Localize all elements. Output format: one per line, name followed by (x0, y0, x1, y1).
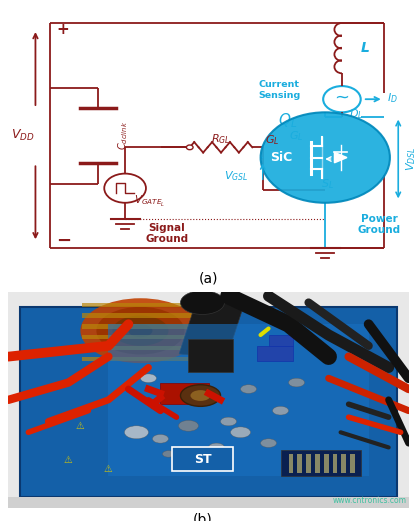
Circle shape (186, 145, 193, 150)
Text: L: L (360, 41, 369, 55)
Text: $I_D$: $I_D$ (387, 91, 398, 105)
Bar (83, 335, 198, 339)
Text: (a): (a) (199, 271, 218, 286)
Bar (83, 346, 198, 350)
Bar (256, 346, 293, 361)
Bar (324, 454, 329, 474)
Circle shape (124, 426, 148, 439)
Bar (179, 294, 246, 358)
Bar (83, 303, 198, 307)
Bar (173, 448, 233, 471)
Circle shape (261, 439, 276, 448)
Circle shape (128, 324, 153, 337)
Circle shape (208, 443, 224, 452)
Text: $V_{DD}$: $V_{DD}$ (11, 128, 35, 143)
Bar (315, 454, 320, 474)
Bar (306, 454, 311, 474)
Bar (83, 357, 198, 361)
Text: $G_L$: $G_L$ (289, 129, 303, 143)
Text: $S_L$: $S_L$ (321, 177, 334, 191)
Text: ST: ST (193, 453, 211, 466)
Bar (269, 335, 293, 346)
Circle shape (221, 417, 236, 426)
Text: ~: ~ (334, 89, 349, 107)
Text: Power
Ground: Power Ground (358, 214, 401, 235)
Bar (20, 307, 397, 497)
Bar (281, 450, 361, 476)
Bar (333, 454, 337, 474)
Circle shape (181, 291, 224, 315)
Circle shape (181, 384, 221, 406)
Text: $V_{DSL}$: $V_{DSL}$ (404, 147, 417, 171)
Circle shape (153, 435, 168, 443)
Text: ⚠: ⚠ (64, 455, 73, 465)
Circle shape (261, 113, 390, 203)
Circle shape (191, 390, 211, 401)
Bar (297, 454, 302, 474)
Text: SiC: SiC (270, 151, 293, 164)
Bar (188, 339, 233, 372)
Text: $V_{GATE_L}$: $V_{GATE_L}$ (135, 194, 166, 209)
Text: $C_{dclink}$: $C_{dclink}$ (116, 121, 130, 150)
Circle shape (178, 420, 198, 431)
Circle shape (231, 427, 251, 438)
Circle shape (163, 451, 174, 457)
Circle shape (273, 406, 289, 415)
Circle shape (141, 374, 156, 382)
Circle shape (113, 316, 168, 346)
Text: −: − (56, 232, 71, 250)
Bar (8, 497, 409, 508)
Circle shape (241, 384, 256, 393)
Text: $G_L$: $G_L$ (265, 133, 279, 147)
Polygon shape (334, 152, 347, 163)
Text: $Q_L$: $Q_L$ (278, 111, 297, 130)
Text: $D_L$: $D_L$ (349, 107, 364, 121)
Circle shape (96, 307, 184, 354)
Circle shape (289, 378, 304, 387)
Bar (83, 324, 198, 329)
Text: ⚠: ⚠ (104, 464, 113, 474)
Text: $R_{GL}$: $R_{GL}$ (211, 132, 231, 146)
Circle shape (80, 298, 201, 363)
Text: (b): (b) (193, 513, 212, 521)
Text: Signal
Ground: Signal Ground (145, 222, 188, 244)
Bar (342, 454, 346, 474)
Bar (83, 314, 198, 318)
Text: ⚠: ⚠ (76, 421, 85, 431)
Text: Current
Sensing: Current Sensing (258, 80, 301, 101)
Text: www.cntronics.com: www.cntronics.com (333, 496, 407, 505)
Bar (161, 382, 208, 404)
Bar (108, 324, 369, 476)
Bar (289, 454, 294, 474)
Text: $V_{GSL}$: $V_{GSL}$ (224, 170, 248, 183)
Bar (350, 454, 355, 474)
Text: +: + (56, 22, 69, 36)
